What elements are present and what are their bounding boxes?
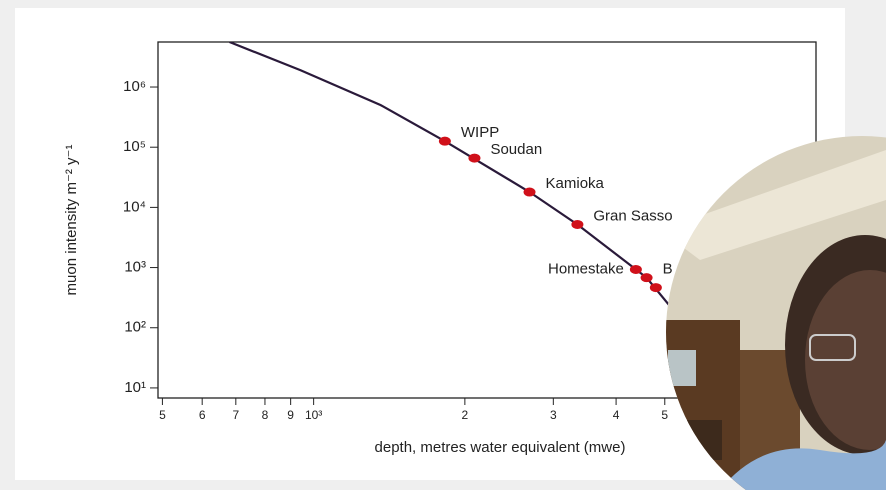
- x-tick-label: 9: [287, 408, 294, 422]
- x-tick-label: 5: [661, 408, 668, 422]
- x-tick-label: 3: [550, 408, 557, 422]
- x-axis-label: depth, metres water equivalent (mwe): [375, 439, 626, 456]
- y-tick-label: 10²: [124, 319, 146, 336]
- x-tick-label: 2: [462, 408, 469, 422]
- data-point: [630, 265, 642, 274]
- point-label: B: [663, 261, 673, 278]
- data-point: [468, 154, 480, 163]
- data-point: [650, 283, 662, 292]
- screen: depth, metres water equivalent (mwe) muo…: [0, 0, 886, 490]
- y-axis-label: muon intensity m⁻² y⁻¹: [63, 145, 80, 296]
- frame: [668, 350, 696, 386]
- data-point: [641, 273, 653, 282]
- y-tick-label: 10⁴: [123, 198, 146, 215]
- x-tick-label: 10³: [305, 408, 322, 422]
- x-tick-label: 6: [199, 408, 206, 422]
- point-label: Soudan: [490, 141, 542, 158]
- point-label: Kamioka: [546, 175, 605, 192]
- y-tick-label: 10¹: [124, 379, 146, 396]
- y-tick-label: 10⁵: [123, 138, 146, 155]
- y-tick-label: 10⁶: [123, 78, 146, 95]
- data-point: [524, 188, 536, 197]
- data-point: [571, 220, 583, 229]
- x-tick-label: 7: [232, 408, 239, 422]
- x-tick-label: 5: [159, 408, 166, 422]
- y-tick-label: 10³: [124, 259, 146, 276]
- point-label: WIPP: [461, 124, 499, 141]
- point-label: Gran Sasso: [593, 207, 672, 224]
- point-label: Homestake: [548, 260, 624, 277]
- x-tick-label: 4: [613, 408, 620, 422]
- data-point: [439, 137, 451, 146]
- x-tick-label: 8: [262, 408, 269, 422]
